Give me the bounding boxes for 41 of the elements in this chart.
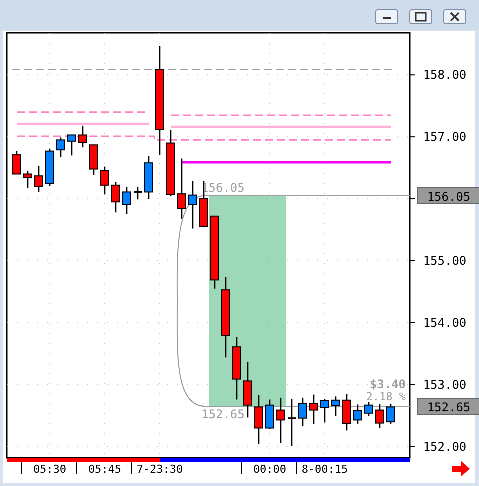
candlestick — [12, 150, 22, 175]
candlestick — [364, 402, 374, 418]
candlestick — [254, 394, 264, 446]
candlestick — [310, 394, 318, 426]
x-tick-label: 05:30 — [33, 463, 67, 476]
candlestick — [112, 182, 120, 214]
candlestick — [298, 397, 308, 428]
candlestick — [134, 186, 142, 200]
candlestick — [56, 137, 66, 158]
ref-line-label: 152.65 — [202, 408, 245, 422]
candlestick — [24, 170, 32, 190]
y-tick-label: 157.00 — [423, 130, 467, 144]
text: 156.05 — [427, 190, 471, 204]
candlestick — [122, 186, 132, 216]
x-tick-label: 7-23:30 — [136, 463, 184, 476]
annotation: 2.18 % — [366, 390, 406, 404]
candlestick — [320, 398, 330, 424]
candlestick — [332, 396, 340, 418]
candlestick — [288, 398, 296, 447]
candlestick — [276, 397, 286, 444]
candlestick — [34, 166, 44, 193]
x-tick-label: 05:45 — [88, 463, 122, 476]
x-tick-label: 00:00 — [253, 463, 287, 476]
candlestick — [266, 399, 274, 430]
y-tick-label: 153.00 — [423, 378, 467, 392]
text: 152.65 — [427, 400, 471, 415]
candlestick — [354, 404, 362, 425]
candlestick — [188, 180, 198, 230]
y-tick-label: 154.00 — [423, 316, 467, 330]
y-tick-label: 158.00 — [423, 68, 467, 82]
candlestick — [178, 158, 186, 220]
candlestick — [342, 394, 352, 432]
candlestick — [376, 403, 384, 429]
y-tick-label: 155.00 — [423, 254, 467, 268]
x-tick-label: 8-00:15 — [302, 463, 348, 476]
candlestick — [386, 403, 396, 425]
candlestick — [78, 125, 88, 148]
candlestick — [100, 166, 110, 196]
candlestick — [68, 134, 76, 156]
annotation: $3.40 — [370, 378, 406, 392]
y-tick-label: 152.00 — [423, 440, 467, 454]
